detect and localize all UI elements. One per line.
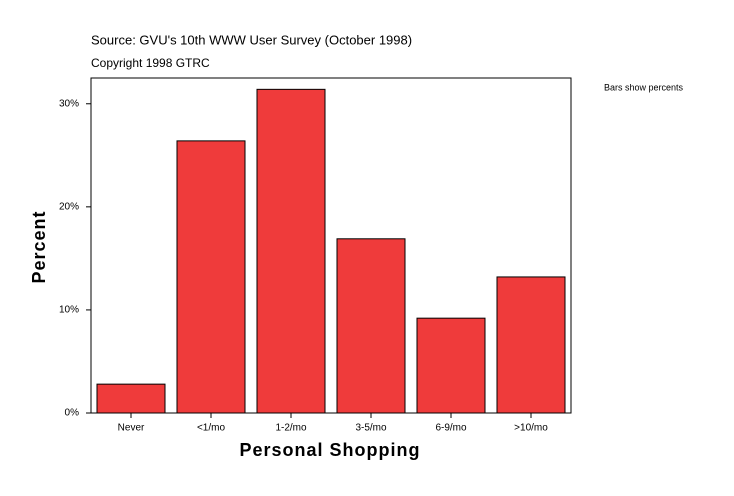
chart-title: Source: GVU's 10th WWW User Survey (Octo…: [91, 32, 412, 47]
plot-frame: [90, 77, 572, 414]
y-tick-label: 10%: [59, 305, 79, 316]
y-tick-label: 30%: [59, 98, 79, 109]
annotation: Bars show percents: [604, 82, 684, 92]
bar: [336, 238, 406, 414]
bar: [496, 276, 566, 414]
x-tick-label: 6-9/mo: [435, 423, 467, 434]
bar: [96, 383, 166, 414]
x-tick-label: 3-5/mo: [355, 423, 387, 434]
chart-subtitle: Copyright 1998 GTRC: [91, 56, 210, 70]
y-tick-label: 0%: [65, 408, 80, 419]
x-axis-title: Personal Shopping: [239, 440, 420, 460]
x-tick-label: >10/mo: [514, 423, 548, 434]
bar: [416, 317, 486, 414]
y-axis-title: Percent: [29, 210, 49, 283]
bar: [256, 88, 326, 414]
x-tick-label: 1-2/mo: [275, 423, 307, 434]
x-tick-label: Never: [118, 423, 145, 434]
x-tick-label: <1/mo: [197, 423, 226, 434]
y-tick-label: 20%: [59, 201, 79, 212]
bar: [176, 140, 246, 414]
